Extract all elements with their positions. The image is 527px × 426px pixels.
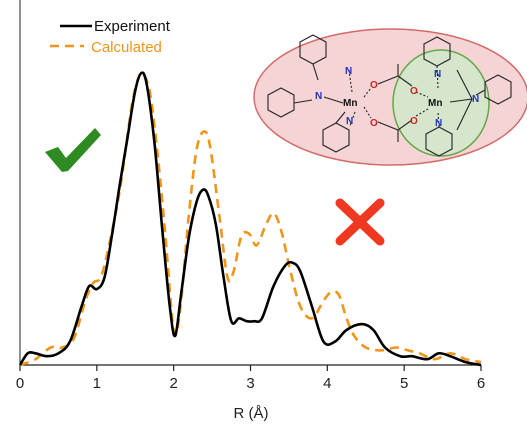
x-tick-label: 6 (477, 375, 485, 392)
molecule-inset: Mn Mn N N N N N N O O O O (253, 28, 527, 166)
molecule-atoms: Mn Mn N N N N N N O O O O (315, 66, 479, 129)
x-axis-label: R (Å) (234, 405, 269, 422)
x-tick-label: 0 (16, 375, 24, 392)
nitrogen-label-1: N (315, 91, 322, 102)
legend: Experiment Calculated (50, 18, 171, 56)
x-tick-label: 2 (169, 375, 177, 392)
series-line-experiment (18, 71, 482, 367)
x-tick-label: 3 (246, 375, 254, 392)
oxygen-label-1: O (370, 80, 378, 91)
oxygen-label-4: O (410, 116, 418, 127)
x-tick-label: 1 (93, 375, 101, 392)
nitrogen-label-4: N (434, 69, 441, 80)
series-line-calculated (19, 71, 482, 367)
nitrogen-label-6: N (472, 94, 479, 105)
metal-label-right: Mn (428, 98, 442, 109)
molecule-bonds (267, 34, 512, 157)
cross-mark-icon (335, 198, 385, 246)
x-ticks: 0 1 2 3 4 5 6 (16, 365, 485, 392)
x-tick-label: 4 (323, 375, 331, 392)
nitrogen-label-2: N (345, 66, 352, 77)
metal-label-left: Mn (343, 98, 357, 109)
nitrogen-label-3: N (346, 116, 353, 127)
legend-label-calculated: Calculated (91, 39, 162, 56)
plot-axes: 0 1 2 3 4 5 6 R (Å) (16, 0, 485, 422)
nitrogen-label-5: N (435, 118, 442, 129)
x-tick-label: 5 (400, 375, 408, 392)
check-mark-icon (45, 128, 101, 172)
inset-highlight-ring (392, 49, 490, 157)
legend-label-experiment: Experiment (94, 18, 171, 35)
series-layer (18, 71, 482, 367)
oxygen-label-2: O (370, 118, 378, 129)
oxygen-label-3: O (410, 86, 418, 97)
